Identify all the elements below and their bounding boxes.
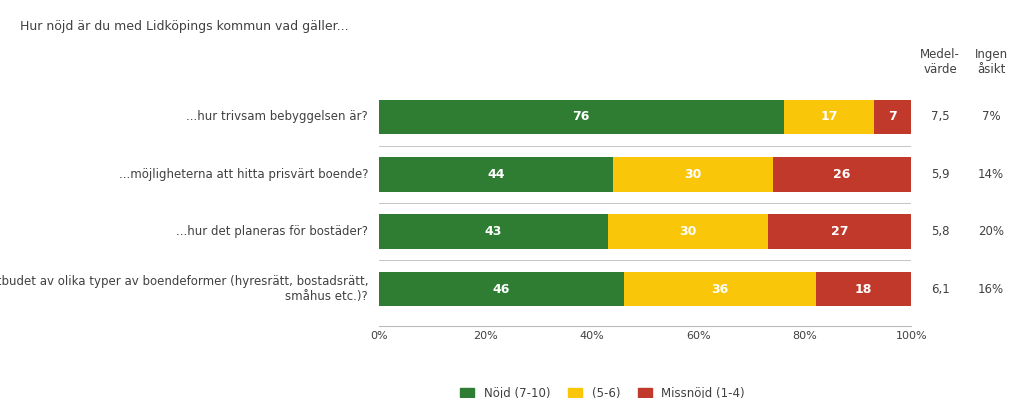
Text: 5,8: 5,8	[931, 225, 949, 238]
Bar	[379, 215, 608, 249]
Bar	[624, 272, 815, 306]
Text: 36: 36	[711, 283, 728, 296]
Text: ...utbudet av olika typer av boendeformer (hyresrätt, bostadsrätt,
småhus etc.)?: ...utbudet av olika typer av boendeforme…	[0, 275, 369, 303]
Bar	[815, 272, 911, 306]
Text: 43: 43	[484, 225, 502, 238]
Text: 26: 26	[834, 168, 851, 181]
Text: 18: 18	[855, 283, 872, 296]
Legend: Nöjd (7-10), (5-6), Missnöjd (1-4): Nöjd (7-10), (5-6), Missnöjd (1-4)	[456, 382, 750, 398]
Text: 6,1: 6,1	[931, 283, 949, 296]
Text: 7%: 7%	[982, 110, 1000, 123]
Text: ...hur det planeras för bostäder?: ...hur det planeras för bostäder?	[176, 225, 369, 238]
Bar	[379, 100, 783, 134]
Text: 7,5: 7,5	[931, 110, 949, 123]
Bar	[613, 157, 773, 191]
Text: 27: 27	[830, 225, 848, 238]
Text: Hur nöjd är du med Lidköpings kommun vad gäller...: Hur nöjd är du med Lidköpings kommun vad…	[20, 20, 349, 33]
Bar	[773, 157, 911, 191]
Text: 30: 30	[684, 168, 701, 181]
Bar	[783, 100, 874, 134]
Text: 5,9: 5,9	[931, 168, 949, 181]
Bar	[874, 100, 911, 134]
Bar	[379, 157, 613, 191]
Text: 7: 7	[889, 110, 897, 123]
Text: 17: 17	[820, 110, 838, 123]
Text: 44: 44	[487, 168, 505, 181]
Text: 46: 46	[493, 283, 510, 296]
Text: Ingen
åsikt: Ingen åsikt	[975, 48, 1008, 76]
Text: 16%: 16%	[978, 283, 1005, 296]
Text: Medel-
värde: Medel- värde	[921, 48, 959, 76]
Text: 76: 76	[572, 110, 590, 123]
Text: 20%: 20%	[978, 225, 1005, 238]
Text: 30: 30	[679, 225, 696, 238]
Bar	[768, 215, 911, 249]
Bar	[379, 272, 624, 306]
Bar	[608, 215, 768, 249]
Text: 14%: 14%	[978, 168, 1005, 181]
Text: ...hur trivsam bebyggelsen är?: ...hur trivsam bebyggelsen är?	[186, 110, 369, 123]
Text: ...möjligheterna att hitta prisvärt boende?: ...möjligheterna att hitta prisvärt boen…	[119, 168, 369, 181]
